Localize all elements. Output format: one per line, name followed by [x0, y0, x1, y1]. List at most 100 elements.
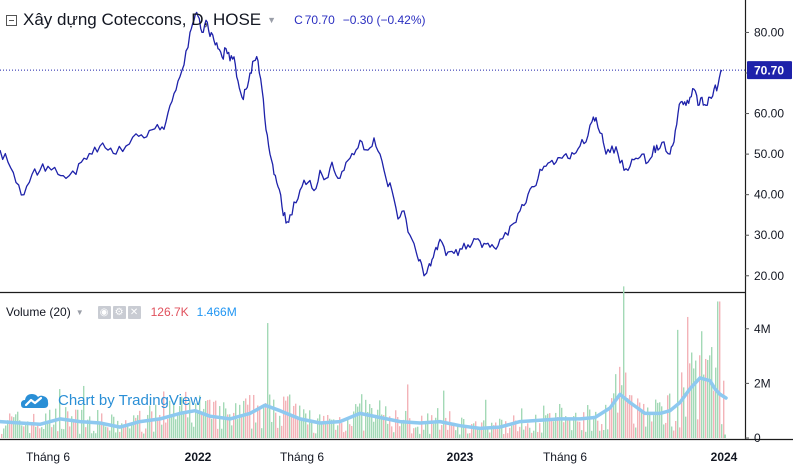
volume-bar: [185, 391, 187, 438]
volume-bar: [385, 406, 387, 438]
volume-bar: [341, 423, 343, 438]
volume-bar: [59, 389, 61, 438]
volume-bar: [105, 426, 107, 438]
volume-bar: [269, 394, 271, 438]
volume-bar: [333, 419, 335, 438]
volume-bar: [647, 407, 649, 438]
volume-bar: [17, 411, 19, 438]
volume-bar: [703, 374, 705, 438]
volume-bar: [123, 425, 125, 438]
volume-bar: [49, 409, 51, 438]
volume-bar: [95, 433, 97, 438]
volume-bar: [319, 414, 321, 438]
volume-bar: [57, 431, 59, 438]
volume-bar: [21, 425, 23, 438]
volume-bar: [79, 433, 81, 438]
volume-bar: [357, 406, 359, 438]
symbol-title[interactable]: Xây dựng Coteccons, D, HOSE: [23, 10, 262, 29]
price-tick-label: 60.00: [754, 107, 784, 121]
volume-bar: [37, 423, 39, 438]
volume-bar: [547, 413, 549, 438]
volume-bar: [579, 421, 581, 438]
volume-title[interactable]: Volume (20): [6, 305, 71, 319]
volume-bar: [323, 415, 325, 438]
volume-bar: [249, 395, 251, 438]
volume-bar: [667, 395, 669, 438]
volume-bar: [31, 422, 33, 438]
volume-bar: [179, 406, 181, 438]
volume-bar: [481, 422, 483, 438]
time-axis-label: Tháng 6: [26, 450, 70, 464]
volume-bar: [595, 411, 597, 438]
time-axis-label: Tháng 6: [280, 450, 324, 464]
volume-bar: [509, 427, 511, 438]
volume-bar: [243, 400, 245, 438]
volume-bar: [159, 414, 161, 438]
volume-bar: [501, 419, 503, 438]
volume-bar: [71, 416, 73, 438]
volume-bar: [397, 417, 399, 438]
time-axis-label: 2022: [185, 450, 212, 464]
volume-bar: [145, 428, 147, 438]
chevron-down-icon[interactable]: ▼: [267, 15, 277, 25]
eye-icon[interactable]: ◉: [97, 305, 111, 319]
volume-bar: [447, 429, 449, 438]
volume-bar: [129, 428, 131, 438]
volume-bar: [641, 411, 643, 438]
volume-bar: [101, 413, 103, 438]
chevron-down-icon[interactable]: ▼: [75, 307, 84, 317]
close-icon[interactable]: ✕: [127, 305, 141, 319]
collapse-icon[interactable]: [6, 14, 17, 26]
gear-icon[interactable]: ⚙: [112, 305, 126, 319]
volume-bar: [645, 426, 647, 438]
volume-bar: [107, 427, 109, 438]
volume-bar: [555, 412, 557, 438]
volume-bar: [485, 399, 487, 438]
volume-bar: [711, 347, 713, 438]
volume-bar: [295, 403, 297, 438]
volume-bar: [393, 432, 395, 438]
volume-bar: [567, 418, 569, 438]
volume-bar: [77, 409, 79, 438]
volume-bar: [525, 426, 527, 438]
volume-bar: [435, 417, 437, 438]
volume-bar: [47, 421, 49, 438]
volume-bar: [431, 415, 433, 438]
volume-bar: [177, 413, 179, 438]
volume-bar: [335, 429, 337, 438]
volume-bar: [109, 430, 111, 438]
price-tick-label: 30.00: [754, 228, 784, 242]
volume-bar: [643, 403, 645, 438]
volume-bar: [191, 422, 193, 438]
volume-bar: [265, 403, 267, 438]
volume-bar: [451, 423, 453, 438]
tradingview-watermark[interactable]: Chart by TradingView: [20, 388, 201, 412]
volume-bar: [359, 403, 361, 438]
volume-bar: [597, 420, 599, 438]
volume-bar: [443, 390, 445, 438]
volume-bar: [601, 424, 603, 438]
volume-bar: [513, 415, 515, 438]
volume-bar: [691, 352, 693, 438]
volume-bar: [3, 428, 5, 438]
volume-bar: [175, 419, 177, 438]
volume-bar: [147, 414, 149, 438]
volume-bar: [577, 421, 579, 438]
volume-bar: [375, 414, 377, 438]
volume-bar: [305, 413, 307, 438]
volume-bar: [181, 396, 183, 438]
volume-bar: [355, 404, 357, 438]
volume-bar: [279, 415, 281, 438]
volume-bar: [89, 416, 91, 438]
volume-bar: [199, 395, 201, 438]
volume-bar: [399, 426, 401, 438]
volume-bar: [277, 427, 279, 438]
volume-bar: [411, 433, 413, 438]
volume-bar: [429, 433, 431, 438]
volume-bar: [625, 372, 627, 438]
volume-bar: [581, 430, 583, 438]
volume-bar: [473, 423, 475, 438]
volume-bar: [327, 414, 329, 438]
volume-bar: [651, 421, 653, 438]
